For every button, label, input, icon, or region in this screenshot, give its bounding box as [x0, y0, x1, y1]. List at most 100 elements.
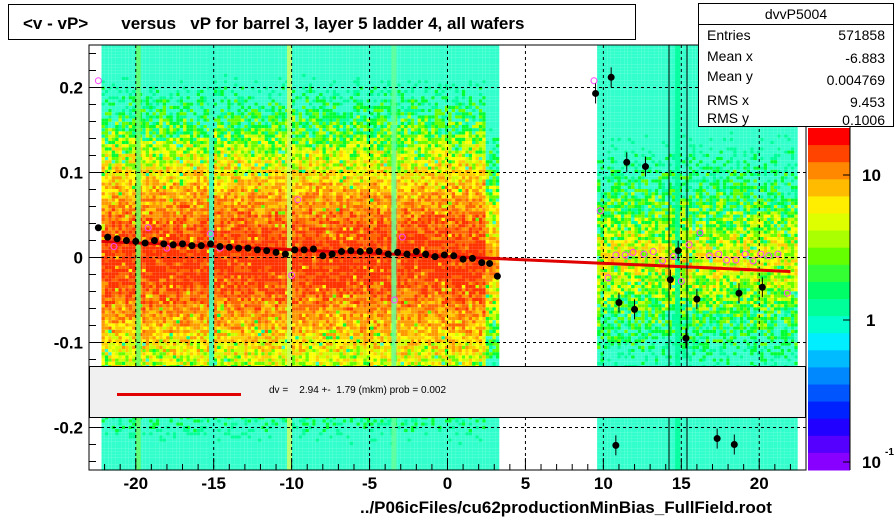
colorbar-cell-4: [808, 196, 850, 214]
x-tick-label-4: 0: [443, 474, 452, 493]
colorbar-cell-14: [808, 367, 850, 385]
profile-point-22: [301, 246, 308, 253]
profile-point-27: [347, 247, 354, 254]
profile-point-15: [235, 245, 242, 252]
colorbar-cell-5: [808, 214, 850, 232]
profile-point-31: [385, 251, 392, 258]
colorbar-cell-18: [808, 436, 850, 454]
x-tick-label-0: -20: [123, 474, 148, 493]
profile-point-59: [731, 441, 738, 448]
y-tick-label-2: 0: [74, 249, 83, 268]
profile-point-55: [735, 290, 742, 297]
profile-point-39: [460, 256, 467, 263]
x-tick-label-7: 15: [672, 474, 691, 493]
colorbar-cell-17: [808, 419, 850, 437]
stats-label-entries: Entries: [707, 27, 751, 43]
profile-point-34: [413, 248, 420, 255]
profile-point-18: [263, 247, 270, 254]
profile-point-45: [608, 74, 615, 81]
profile-point-46: [615, 299, 622, 306]
y-tick-label-1: -0.1: [54, 334, 83, 353]
profile-point-48: [631, 306, 638, 313]
profile-point-7: [160, 240, 167, 247]
stats-value-mean-y: 0.004769: [827, 72, 885, 88]
stats-box: dvvP5004 Entries 571858 Mean x -6.883 Me…: [698, 3, 894, 127]
profile-point-57: [612, 442, 619, 449]
profile-point-33: [403, 251, 410, 258]
y-tick-label-3: 0.1: [59, 164, 83, 183]
colorbar-cell-9: [808, 282, 850, 300]
profile-point-49: [642, 163, 649, 170]
profile-point-43: [494, 273, 501, 280]
colorbar-cell-3: [808, 179, 850, 197]
profile-point-0: [95, 224, 102, 231]
profile-point-4: [132, 238, 139, 245]
stats-label-mean-x: Mean x: [707, 48, 753, 64]
profile-point-8: [170, 241, 177, 248]
stats-label-rms-y: RMS y: [707, 110, 749, 126]
profile-point-47: [623, 159, 630, 166]
colorbar-cell-1: [808, 145, 850, 163]
fit-legend-box: dv = 2.94 +- 1.79 (mkm) prob = 0.002: [89, 366, 806, 418]
profile-point-14: [226, 244, 233, 251]
profile-point-12: [207, 240, 214, 247]
colorbar-cell-12: [808, 333, 850, 351]
colorbar-tick-label-2: 10: [862, 453, 881, 472]
profile-point-32: [394, 249, 401, 256]
stats-separator: [699, 24, 893, 25]
profile-point-56: [759, 284, 766, 291]
profile-point-3: [123, 237, 130, 244]
profile-point-30: [375, 248, 382, 255]
colorbar-tick-label-1: 1: [866, 311, 875, 330]
profile-point-53: [693, 296, 700, 303]
colorbar-cell-8: [808, 265, 850, 283]
chart-title: <v - vP> versus vP for barrel 3, layer 5…: [23, 14, 524, 34]
profile-point-51: [675, 247, 682, 254]
profile-point-9: [179, 240, 186, 247]
profile-point-1: [104, 234, 111, 241]
profile-point-36: [432, 253, 439, 260]
profile-point-50: [667, 276, 674, 283]
colorbar-cell-2: [808, 162, 850, 180]
x-tick-label-2: -10: [279, 474, 304, 493]
profile-point-42: [486, 260, 493, 267]
profile-point-37: [441, 251, 448, 258]
profile-point-19: [273, 249, 280, 256]
colorbar-cell-11: [808, 316, 850, 334]
stats-value-rms-y: 0.1006: [842, 112, 885, 128]
profile-point-16: [244, 245, 251, 252]
colorbar-cell-15: [808, 385, 850, 403]
x-tick-label-3: -5: [362, 474, 377, 493]
colorbar-cell-7: [808, 248, 850, 266]
x-tick-label-8: 20: [750, 474, 769, 493]
y-tick-label-0: -0.2: [54, 419, 83, 438]
profile-point-58: [714, 435, 721, 442]
fit-legend-line: [117, 393, 241, 396]
profile-point-25: [329, 251, 336, 258]
profile-point-2: [114, 235, 121, 242]
profile-point-6: [151, 237, 158, 244]
profile-point-38: [450, 252, 457, 259]
profile-point-13: [216, 243, 223, 250]
colorbar-cell-0: [808, 128, 850, 146]
profile-point-29: [366, 247, 373, 254]
profile-point-40: [469, 255, 476, 262]
stats-label-mean-y: Mean y: [707, 68, 753, 84]
stats-value-entries: 571858: [838, 27, 885, 43]
x-tick-label-6: 10: [594, 474, 613, 493]
colorbar-exponent: -1: [885, 447, 894, 458]
profile-point-23: [310, 246, 317, 253]
profile-point-26: [338, 248, 345, 255]
stats-name: dvvP5004: [699, 6, 893, 22]
profile-point-41: [478, 259, 485, 266]
stats-value-mean-x: -6.883: [845, 50, 885, 66]
x-tick-label-1: -15: [201, 474, 226, 493]
colorbar-cell-13: [808, 350, 850, 368]
profile-point-52: [682, 335, 689, 342]
chart-title-box: <v - vP> versus vP for barrel 3, layer 5…: [8, 4, 636, 40]
stats-value-rms-x: 9.453: [850, 94, 885, 110]
fit-legend-text: dv = 2.94 +- 1.79 (mkm) prob = 0.002: [269, 385, 446, 396]
profile-point-20: [282, 251, 289, 258]
x-tick-label-5: 5: [521, 474, 530, 493]
y-tick-label-4: 0.2: [59, 79, 83, 98]
